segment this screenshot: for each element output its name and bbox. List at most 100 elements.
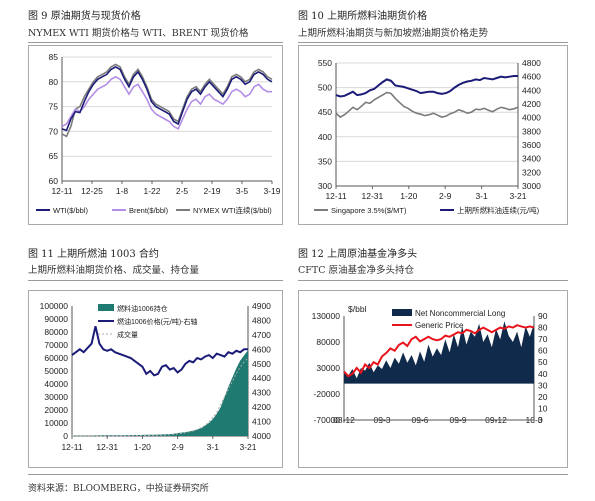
c11-ytick-3: 30000 [44,392,68,402]
c12-y2tick-5: 50 [538,357,548,367]
c10-xtick-1: 12-31 [362,191,384,201]
c11-y2tick-8: 4800 [252,315,271,325]
c9-xtick-7: 3-19 [263,186,280,196]
c9-legend-label-2: NYMEX WTI连续($/bbl) [193,205,272,215]
c9-series-line-2 [61,63,273,138]
c10-y2tick-7: 4400 [522,85,541,95]
c12-line-price [343,324,535,378]
chart10-frame [298,45,568,225]
c12-ytick-0: -70000 [314,415,341,425]
c9-ytick-0: 60 [49,176,59,186]
c11-y2tick-0: 4000 [252,431,271,441]
c11-ytick-4: 40000 [44,379,68,389]
c12-y2tick-4: 40 [538,369,548,379]
c12-y2tick-8: 80 [538,323,548,333]
chart11-subtitle: 上期所燃料油期货价格、成交量、持仓量 [28,265,200,276]
c10-series-line-1 [335,75,518,98]
c11-legend-label-2: 成交量 [117,330,138,339]
chart10-title: 图 10 上期所燃料油期货价格 [298,11,428,22]
c11-xtick-3: 2-9 [171,442,184,452]
c9-series-line-0 [61,65,273,132]
c11-xtick-1: 12-31 [96,442,118,452]
c11-legend-swatch-0 [98,304,114,311]
c12-legend-swatch-0 [392,309,412,316]
c10-y2tick-2: 3400 [522,154,541,164]
c9-legend-label-1: Brent($/bbl) [129,206,169,215]
c9-legend-label-0: WTI($/bbl) [53,206,89,215]
c12-legend-label-0: Net Noncommercial Long [415,309,505,318]
chart11-title: 图 11 上期所燃油 1003 合约 [28,249,159,260]
c9-xtick-0: 12-11 [51,186,72,196]
c11-ytick-2: 20000 [44,405,68,415]
chart10: 300 350 400 450 500 550 3000 3200 3400 3600 3800 40… [298,45,568,225]
c10-ytick-4: 500 [318,83,332,93]
chart12-frame [298,290,568,468]
c12-ytick-2: 30000 [316,363,340,373]
c9-xtick-1: 12-25 [81,186,103,196]
c12-ylabel: $/bbl [348,304,367,314]
c11-y2tick-9: 4900 [252,301,271,311]
c11-ytick-10: 100000 [40,301,69,311]
c11-ytick-5: 50000 [44,366,68,376]
c10-y2tick-3: 3600 [522,140,541,150]
c10-ytick-5: 550 [318,58,332,68]
c10-ytick-3: 450 [318,107,332,117]
c10-xtick-4: 3-1 [475,191,488,201]
c11-line-price [71,325,248,377]
c10-y2tick-4: 3800 [522,126,541,136]
c10-series-line-0 [335,91,519,119]
c12-ytick-4: 130000 [312,311,341,321]
c9-xtick-5: 2-19 [203,186,220,196]
c10-y2tick-5: 4000 [522,113,541,123]
c9-ytick-5: 85 [49,52,59,62]
c9-ytick-2: 70 [49,126,59,136]
chart11: 0 10000 20000 30000 40000 50000 60000 70000 8000… [28,290,283,468]
chart9: 60 65 70 75 80 85 12-11 12-25 1-8 1-22 2-5 2-19 3-5 3… [28,45,283,225]
chart12-title: 图 12 上周原油基金净多头 [298,249,418,260]
c12-y2tick-3: 30 [538,380,548,390]
c11-ytick-0: 0 [63,431,68,441]
chart11-rule [28,280,283,281]
chart9-title: 图 9 原油期货与现货价格 [28,11,141,22]
c11-y2tick-2: 4200 [252,402,271,412]
chart10-subtitle: 上期所燃料油期货与新加坡燃油期货价格走势 [298,28,489,39]
c11-xtick-5: 3-21 [239,442,256,452]
c11-y2tick-7: 4700 [252,330,271,340]
c11-ytick-7: 70000 [44,340,68,350]
c9-xtick-6: 3-5 [236,186,249,196]
c10-legend-label-0: Singapore 3.5%($/MT) [331,206,407,215]
c12-ytick-1: -20000 [314,389,341,399]
c11-xtick-2: 1-20 [134,442,151,452]
chart12-subtitle: CFTC 原油基金净多头持仓 [298,265,414,276]
c11-area-open-interest [72,350,248,436]
c9-ytick-1: 65 [49,151,59,161]
chart11-frame [28,290,283,468]
c10-y2tick-9: 4800 [522,58,541,68]
c9-ytick-3: 75 [49,102,59,112]
c12-y2tick-6: 60 [538,346,548,356]
chart9-frame [28,45,283,225]
c10-xtick-3: 2-9 [439,191,452,201]
c11-line-volume [71,357,249,437]
c11-y2tick-6: 4600 [252,344,271,354]
source-note: 资料来源：BLOOMBERG，中投证券研究所 [28,484,209,494]
footer-rule [28,474,568,475]
c12-legend-label-1: Generic Price [415,321,464,330]
c10-ytick-0: 300 [318,181,332,191]
c11-legend-label-0: 燃料油1006持仓 [117,304,168,313]
c9-xtick-4: 2-5 [176,186,189,196]
c10-xtick-5: 3-21 [509,191,526,201]
c12-ytick-3: 80000 [316,337,340,347]
c10-legend-label-1: 上期所燃料油连续(元/吨) [457,205,540,215]
c11-y2tick-1: 4100 [252,417,271,427]
chart12-rule [298,280,568,281]
c10-ytick-1: 350 [318,156,332,166]
c9-xtick-3: 1-22 [143,186,160,196]
c10-xtick-0: 12-11 [325,191,346,201]
c11-y2tick-4: 4400 [252,373,271,383]
c12-area-net-long [344,321,534,384]
c10-y2tick-8: 4600 [522,72,541,82]
chart9-subtitle: NYMEX WTI 期货价格与 WTI、BRENT 现货价格 [28,28,249,39]
c12-y2tick-2: 20 [538,392,548,402]
